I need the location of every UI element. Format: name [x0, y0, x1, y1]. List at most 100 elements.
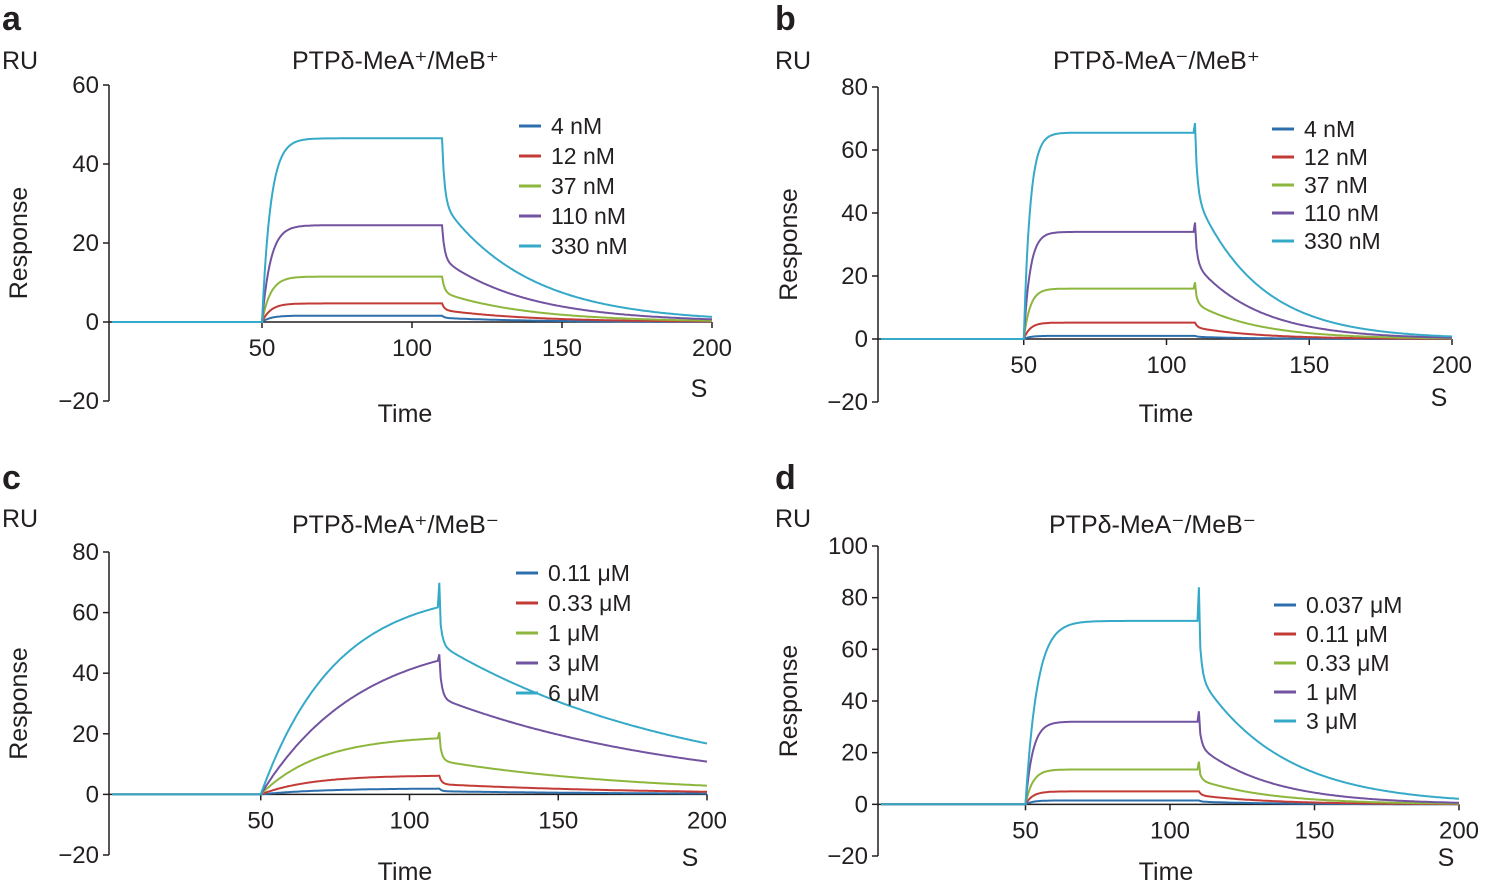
- x-tick-label: 100: [1146, 352, 1186, 379]
- panel-letter-d: d: [775, 459, 796, 497]
- legend-label: 330 nM: [551, 233, 628, 259]
- x-axis-title: Time: [378, 400, 433, 428]
- x-axis-unit: S: [682, 844, 699, 872]
- panel-b: b RU PTPδ-MeA⁻/MeB⁺ 80 60 40 20 0 −20 Response…: [743, 0, 1487, 441]
- y-unit-label: RU: [2, 505, 39, 533]
- legend-label: 3 μM: [1306, 708, 1358, 734]
- legend-label: 0.33 μM: [1306, 650, 1390, 676]
- series-line-3: [112, 731, 708, 796]
- panel-c: c RU PTPδ-MeA⁺/MeB⁻ 80 60 40 20 0 −20 Response…: [0, 441, 743, 882]
- x-tick-label: 200: [687, 807, 727, 834]
- series-line-4: [112, 654, 708, 796]
- chart-title: PTPδ-MeA⁻/MeB⁻: [1049, 511, 1257, 539]
- series-line-5: [112, 137, 713, 323]
- legend-label: 330 nM: [1304, 228, 1381, 254]
- y-tick-label: 0: [86, 781, 99, 808]
- series-line-3: [881, 282, 1452, 340]
- y-tick-label: 40: [841, 688, 868, 715]
- series-line-4: [881, 711, 1460, 806]
- legend-label: 37 nM: [1304, 172, 1368, 198]
- y-tick-label: −20: [827, 389, 868, 416]
- legend-label: 12 nM: [1304, 144, 1368, 170]
- y-tick-label: −20: [827, 843, 868, 870]
- y-tick-label: 0: [855, 791, 868, 818]
- panel-letter-a: a: [2, 0, 21, 38]
- legend-label: 1 μM: [548, 620, 600, 646]
- y-tick-label: 20: [841, 740, 868, 767]
- y-tick-label: 60: [72, 72, 99, 99]
- x-tick-label: 200: [692, 335, 732, 362]
- y-tick-label: −20: [58, 842, 99, 869]
- x-axis-unit: S: [1438, 844, 1455, 872]
- y-tick-label: 20: [841, 263, 868, 290]
- legend-label: 12 nM: [551, 143, 615, 169]
- legend-label: 110 nM: [1304, 200, 1379, 226]
- y-tick-label: 20: [72, 230, 99, 257]
- x-tick-label: 200: [1432, 352, 1472, 379]
- legend-label: 1 μM: [1306, 679, 1358, 705]
- x-axis-title: Time: [1139, 858, 1194, 882]
- series-line-2: [112, 774, 708, 796]
- y-tick-label: 80: [841, 74, 868, 101]
- x-axis-unit: S: [1431, 384, 1448, 412]
- x-tick-label: 50: [249, 335, 276, 362]
- legend-label: 0.33 μM: [548, 590, 632, 616]
- y-tick-label: 60: [72, 600, 99, 627]
- x-tick-label: 100: [1150, 817, 1190, 844]
- x-tick-label: 200: [1439, 817, 1479, 844]
- legend-label: 4 nM: [1304, 116, 1355, 142]
- x-tick-label: 150: [1289, 352, 1329, 379]
- chart-title: PTPδ-MeA⁺/MeB⁺: [292, 47, 500, 75]
- series-line-5: [881, 123, 1453, 340]
- x-axis-unit: S: [691, 375, 708, 403]
- y-tick-label: 80: [72, 539, 99, 566]
- y-unit-label: RU: [2, 47, 39, 75]
- x-axis-title: Time: [378, 858, 433, 882]
- y-tick-label: 40: [72, 151, 99, 178]
- legend-label: 0.037 μM: [1306, 592, 1402, 618]
- series-line-5: [881, 587, 1460, 806]
- x-axis-title: Time: [1139, 400, 1194, 428]
- x-tick-label: 150: [542, 335, 582, 362]
- panel-letter-c: c: [2, 459, 21, 497]
- y-axis-title: Response: [5, 647, 33, 760]
- series-line-3: [881, 761, 1459, 806]
- y-tick-label: −20: [58, 388, 99, 415]
- y-axis-title: Response: [5, 187, 33, 300]
- x-tick-label: 100: [392, 335, 432, 362]
- panel-d: d RU PTPδ-MeA⁻/MeB⁻ 100 80 60 40 20 0 −20 Respo…: [743, 441, 1487, 882]
- panel-letter-b: b: [775, 0, 796, 38]
- legend-label: 0.11 μM: [1306, 621, 1388, 647]
- y-axis-title: Response: [775, 645, 803, 758]
- legend-label: 110 nM: [551, 203, 626, 229]
- y-tick-label: 20: [72, 721, 99, 748]
- y-unit-label: RU: [775, 505, 812, 533]
- legend-label: 37 nM: [551, 173, 615, 199]
- y-tick-label: 0: [86, 309, 99, 336]
- legend-label: 3 μM: [548, 650, 600, 676]
- legend-label: 6 μM: [548, 680, 600, 706]
- y-unit-label: RU: [775, 47, 812, 75]
- y-tick-label: 0: [855, 326, 868, 353]
- x-tick-label: 50: [1012, 817, 1039, 844]
- x-tick-label: 50: [1010, 352, 1037, 379]
- y-tick-label: 100: [828, 533, 868, 560]
- y-tick-label: 60: [841, 137, 868, 164]
- legend-label: 4 nM: [551, 113, 602, 139]
- panel-a: a RU PTPδ-MeA⁺/MeB⁺ 60 40 20 0 −20 Response 50…: [0, 0, 743, 441]
- y-tick-label: 60: [841, 636, 868, 663]
- series-line-5: [112, 582, 708, 796]
- y-tick-label: 40: [72, 660, 99, 687]
- y-tick-label: 40: [841, 200, 868, 227]
- x-tick-label: 150: [1294, 817, 1334, 844]
- x-tick-label: 50: [247, 807, 274, 834]
- y-tick-label: 80: [841, 585, 868, 612]
- chart-title: PTPδ-MeA⁻/MeB⁺: [1053, 47, 1261, 75]
- legend-label: 0.11 μM: [548, 560, 630, 586]
- x-tick-label: 150: [538, 807, 578, 834]
- y-axis-title: Response: [775, 188, 803, 301]
